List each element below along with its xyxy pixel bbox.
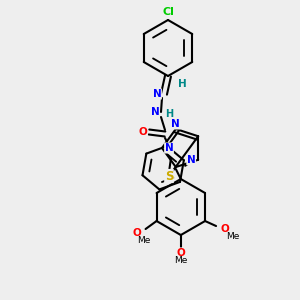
Text: N: N [165,143,173,153]
Text: N: N [151,107,159,117]
Text: Me: Me [174,256,188,265]
Text: O: O [132,228,141,238]
Text: Me: Me [137,236,150,245]
Text: N: N [187,155,196,165]
Text: O: O [221,224,230,234]
Text: O: O [139,127,147,137]
Text: Cl: Cl [162,7,174,17]
Text: N: N [153,89,161,99]
Text: H: H [178,79,186,89]
Text: Me: Me [226,232,240,241]
Text: O: O [176,248,185,258]
Text: H: H [165,109,173,119]
Text: N: N [171,119,180,129]
Text: S: S [165,169,173,182]
